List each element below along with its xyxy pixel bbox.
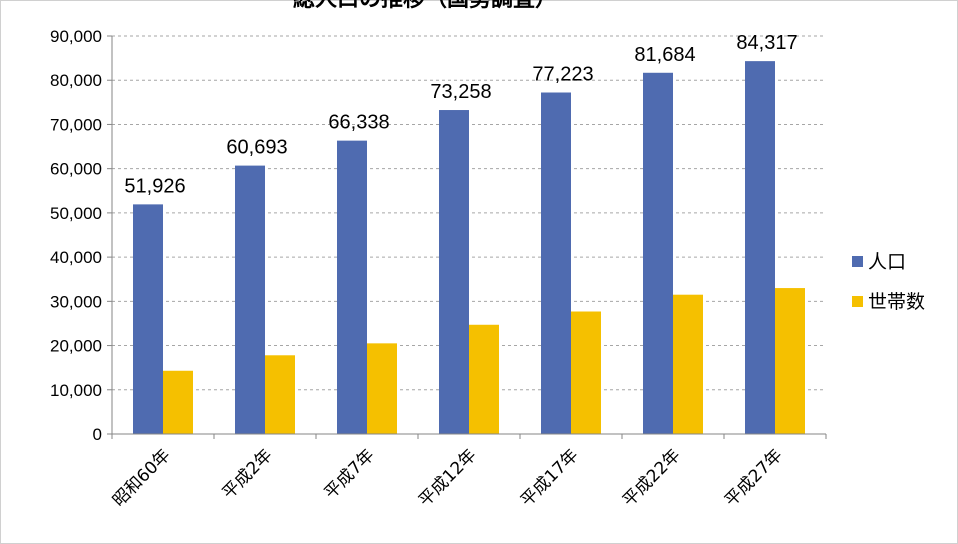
y-tick-label: 0 bbox=[93, 425, 102, 444]
data-label-population: 73,258 bbox=[430, 81, 491, 103]
bars bbox=[133, 61, 805, 435]
bar-population bbox=[541, 92, 571, 434]
axes bbox=[107, 35, 827, 439]
bar-households bbox=[163, 370, 193, 434]
y-tick-label: 50,000 bbox=[50, 204, 102, 223]
data-label-population: 77,223 bbox=[532, 64, 593, 86]
bar-population bbox=[745, 61, 775, 434]
y-tick-label: 20,000 bbox=[50, 337, 102, 356]
data-label-population: 81,684 bbox=[634, 44, 695, 66]
legend-swatch bbox=[852, 256, 863, 267]
data-label-population: 51,926 bbox=[124, 175, 185, 197]
bar-households bbox=[265, 355, 295, 434]
y-tick-label: 70,000 bbox=[50, 115, 102, 134]
y-tick-label: 30,000 bbox=[50, 292, 102, 311]
bar-population bbox=[235, 165, 265, 435]
y-tick-label: 10,000 bbox=[50, 381, 102, 400]
data-label-population: 66,338 bbox=[328, 112, 389, 134]
y-tick-label: 40,000 bbox=[50, 248, 102, 267]
chart-title: 総人口の推移（国勢調査） bbox=[293, 0, 557, 12]
y-tick-label: 60,000 bbox=[50, 160, 102, 179]
bar-households bbox=[469, 324, 499, 434]
y-tick-label: 80,000 bbox=[50, 71, 102, 90]
bar-households bbox=[775, 288, 805, 434]
bar-population bbox=[337, 140, 367, 435]
legend-label: 世帯数 bbox=[868, 291, 925, 313]
bar-population bbox=[643, 72, 673, 434]
bar-households bbox=[571, 311, 601, 434]
data-label-population: 84,317 bbox=[736, 32, 797, 54]
bar-households bbox=[673, 294, 703, 434]
data-label-population: 60,693 bbox=[226, 137, 287, 159]
legend-label: 人口 bbox=[868, 251, 906, 273]
bar-population bbox=[439, 110, 469, 435]
bar-population bbox=[133, 204, 163, 434]
y-tick-label: 90,000 bbox=[50, 27, 102, 46]
legend-swatch bbox=[852, 296, 863, 307]
bar-households bbox=[367, 343, 397, 434]
